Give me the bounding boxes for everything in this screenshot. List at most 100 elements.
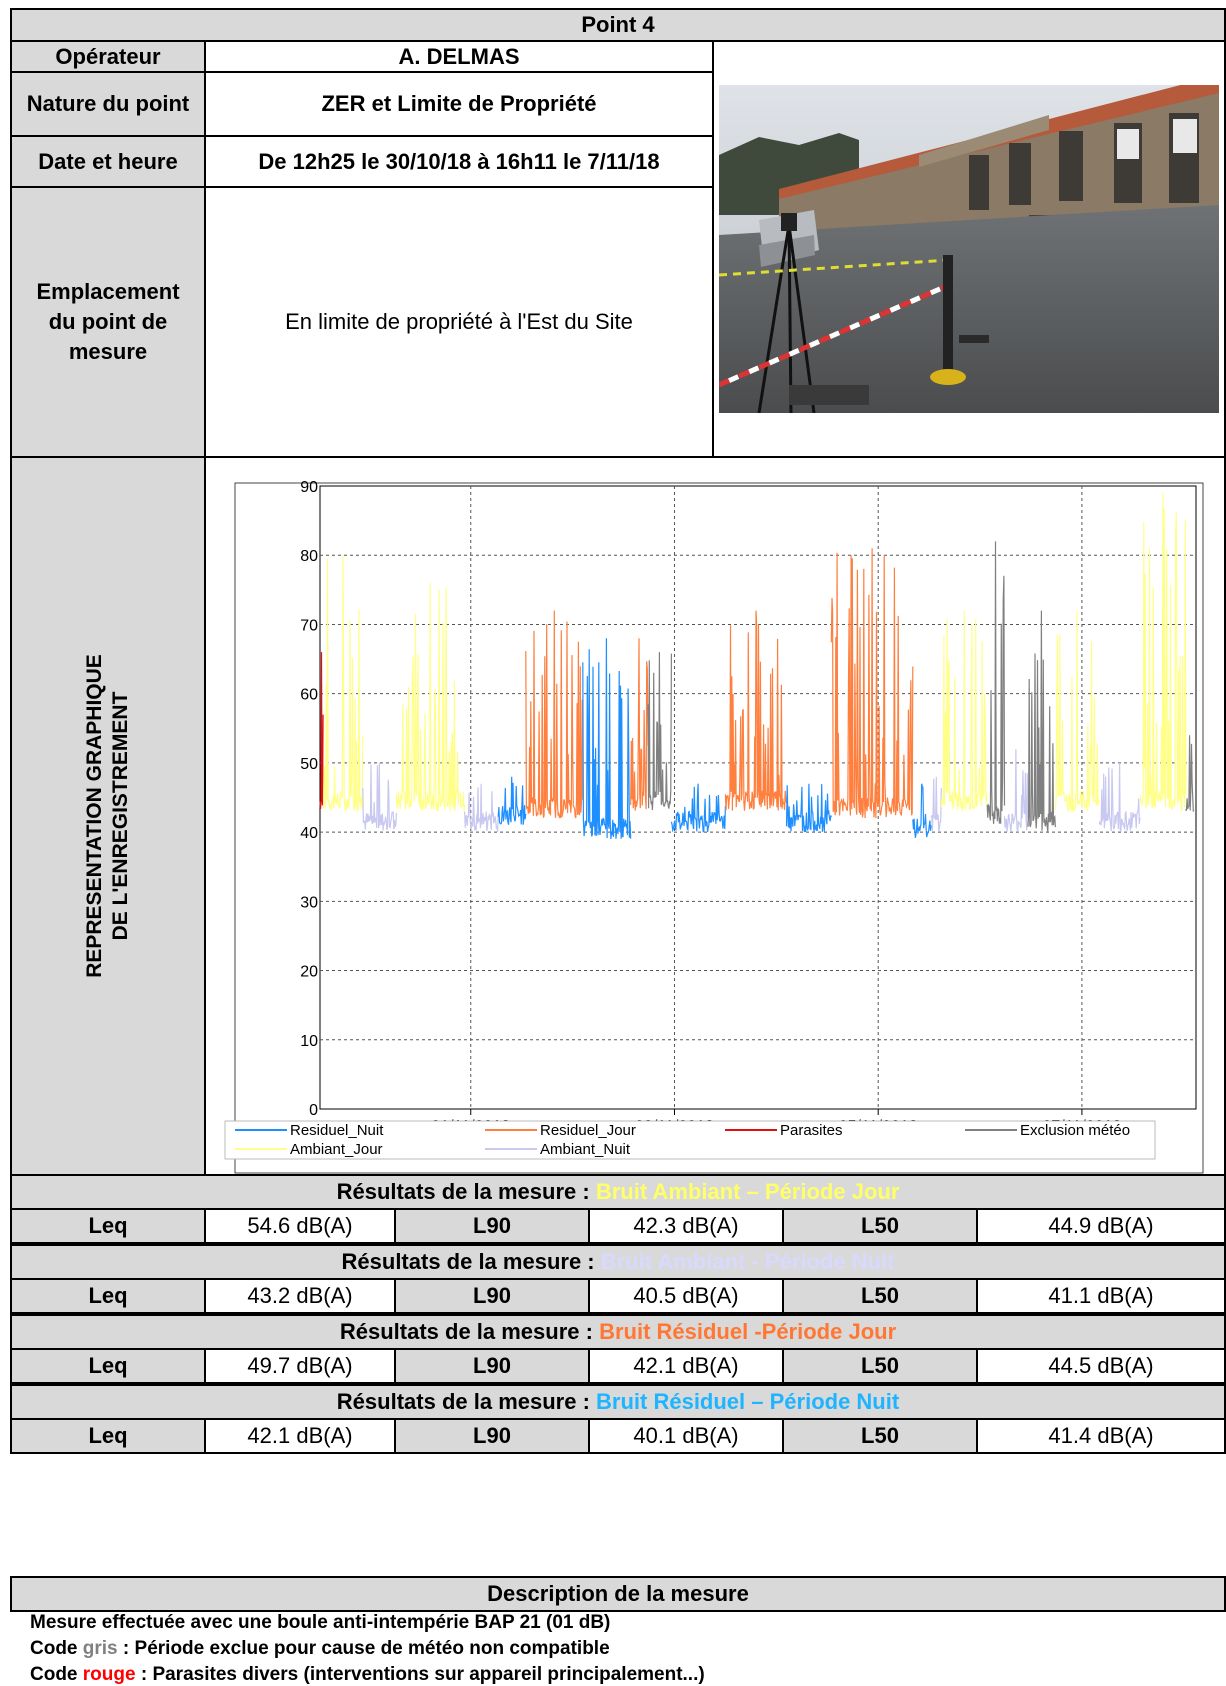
leq-value: 54.6 dB(A): [204, 1208, 396, 1244]
description-title: Description de la mesure: [10, 1576, 1226, 1612]
l90-value: 40.5 dB(A): [588, 1278, 784, 1314]
date-label: Date et heure: [10, 135, 206, 188]
results-header-title: Bruit Résiduel – Période Nuit: [596, 1389, 900, 1414]
nature-value: ZER et Limite de Propriété: [204, 71, 714, 137]
results-header: Résultats de la mesure : Bruit Résiduel …: [10, 1384, 1226, 1420]
description-line-3-prefix: Code: [30, 1664, 83, 1685]
series-ambiant-jourline: [1054, 610, 1100, 813]
l50-value: 44.9 dB(A): [976, 1208, 1226, 1244]
series-exclusion-m-t-oline: [986, 541, 1006, 824]
legend-label: Exclusion météo: [1020, 1122, 1130, 1139]
l90-value: 40.1 dB(A): [588, 1418, 784, 1454]
leq-value: 49.7 dB(A): [204, 1348, 396, 1384]
series-residuel-nuitline: [912, 783, 932, 838]
results-header-title: Bruit Ambiant - Période Nuit: [600, 1249, 895, 1274]
l90-value: 42.3 dB(A): [588, 1208, 784, 1244]
leq-value: 43.2 dB(A): [204, 1278, 396, 1314]
date-value: De 12h25 le 30/10/18 à 16h11 le 7/11/18: [204, 135, 714, 188]
l50-label: L50: [782, 1278, 978, 1314]
results-header: Résultats de la mesure : Bruit Résiduel …: [10, 1314, 1226, 1350]
leq-value: 42.1 dB(A): [204, 1418, 396, 1454]
series-parasitesline: [319, 652, 324, 809]
series-ambiant-jourline: [395, 582, 466, 812]
y-tick-label: 90: [300, 479, 318, 496]
description-line-2-prefix: Code: [30, 1638, 83, 1659]
series-residuel-jourline: [724, 610, 788, 811]
results-header-title: Bruit Ambiant – Période Jour: [595, 1179, 900, 1204]
y-tick-label: 70: [300, 617, 318, 634]
l50-label: L50: [782, 1208, 978, 1244]
code-gris-label: gris: [82, 1638, 118, 1659]
leq-label: Leq: [10, 1208, 206, 1244]
location-label: Emplacement du point de mesure: [10, 186, 206, 458]
y-tick-labels: 0 10 20 30 40 50 60 70 80 90: [300, 479, 318, 1119]
series-ambiant-nuitline: [464, 783, 499, 833]
graph-label-cell: REPRESENTATION GRAPHIQUE DE L'ENREGISTRE…: [10, 456, 206, 1176]
description-line-2-text: : Période exclue pour cause de météo non…: [117, 1638, 610, 1659]
leq-label: Leq: [10, 1348, 206, 1384]
legend-box: [224, 1120, 1156, 1160]
l50-value: 44.5 dB(A): [976, 1348, 1226, 1384]
l90-label: L90: [394, 1208, 590, 1244]
legend-label: Ambiant_Jour: [290, 1141, 383, 1158]
series-ambiant-jourline: [1139, 492, 1187, 812]
series-residuel-jourline: [525, 610, 584, 819]
series-ambiant-nuitline: [1098, 762, 1141, 832]
results-header: Résultats de la mesure : Bruit Ambiant –…: [10, 1174, 1226, 1210]
description-line-1: Mesure effectuée avec une boule anti-int…: [30, 1612, 611, 1633]
series-exclusion-m-t-oline: [1185, 735, 1195, 813]
results-header-prefix: Résultats de la mesure :: [339, 1319, 600, 1344]
y-tick-label: 10: [300, 1033, 318, 1050]
series-residuel-nuitline: [497, 776, 527, 825]
y-tick-label: 0: [309, 1102, 318, 1119]
y-tick-label: 30: [300, 894, 318, 911]
results-header-title: Bruit Résiduel -Période Jour: [599, 1319, 897, 1344]
l90-label: L90: [394, 1418, 590, 1454]
results-header-prefix: Résultats de la mesure :: [336, 1179, 596, 1204]
series-ambiant-nuitline: [1003, 748, 1029, 834]
location-value: En limite de propriété à l'Est du Site: [204, 186, 714, 458]
description-line-3-text: : Parasites divers (interventions sur ap…: [135, 1664, 705, 1685]
legend-label: Parasites: [780, 1122, 843, 1139]
series-residuel-jourline: [830, 548, 914, 819]
series-ambiant-nuitline: [362, 762, 397, 831]
series-residuel-nuitline: [582, 638, 632, 840]
l50-label: L50: [782, 1418, 978, 1454]
site-photo: [719, 85, 1219, 413]
results-header-prefix: Résultats de la mesure :: [341, 1249, 601, 1274]
results-header-prefix: Résultats de la mesure :: [336, 1389, 597, 1414]
l90-label: L90: [394, 1278, 590, 1314]
series-exclusion-m-t-oline: [1027, 610, 1056, 832]
legend-label: Ambiant_Nuit: [540, 1141, 631, 1158]
graph-label: REPRESENTATION GRAPHIQUE DE L'ENREGISTRE…: [82, 654, 134, 978]
page-title: Point 4: [10, 8, 1226, 42]
legend: Residuel_Nuit Residuel_Jour Parasites Exclu…: [224, 1120, 1156, 1160]
series-exclusion-m-t-oline: [647, 652, 672, 811]
y-tick-label: 50: [300, 756, 318, 773]
code-rouge-label: rouge: [82, 1664, 136, 1685]
description-line-3: Code rouge : Parasites divers (intervent…: [30, 1664, 705, 1686]
legend-label: Residuel_Nuit: [290, 1122, 384, 1139]
results-header: Résultats de la mesure : Bruit Ambiant -…: [10, 1244, 1226, 1280]
l90-value: 42.1 dB(A): [588, 1348, 784, 1384]
y-tick-label: 40: [300, 825, 318, 842]
operator-value: A. DELMAS: [204, 40, 714, 73]
series-layer: [319, 492, 1195, 840]
l50-label: L50: [782, 1348, 978, 1384]
graph-label-line2: DE L'ENREGISTREMENT: [109, 691, 132, 941]
l50-value: 41.4 dB(A): [976, 1418, 1226, 1454]
l50-value: 41.1 dB(A): [976, 1278, 1226, 1314]
series-ambiant-jourline: [322, 555, 364, 812]
legend-label: Residuel_Jour: [540, 1122, 636, 1139]
photo-cell: [712, 40, 1226, 458]
series-ambiant-jourline: [940, 610, 988, 811]
series-residuel-nuitline: [670, 783, 726, 833]
leq-label: Leq: [10, 1278, 206, 1314]
graph-label-line1: REPRESENTATION GRAPHIQUE: [83, 654, 106, 978]
y-tick-label: 80: [300, 548, 318, 565]
y-tick-label: 20: [300, 964, 318, 981]
leq-label: Leq: [10, 1418, 206, 1454]
series-ambiant-nuitline: [930, 776, 942, 832]
series-residuel-jourline: [630, 638, 649, 811]
